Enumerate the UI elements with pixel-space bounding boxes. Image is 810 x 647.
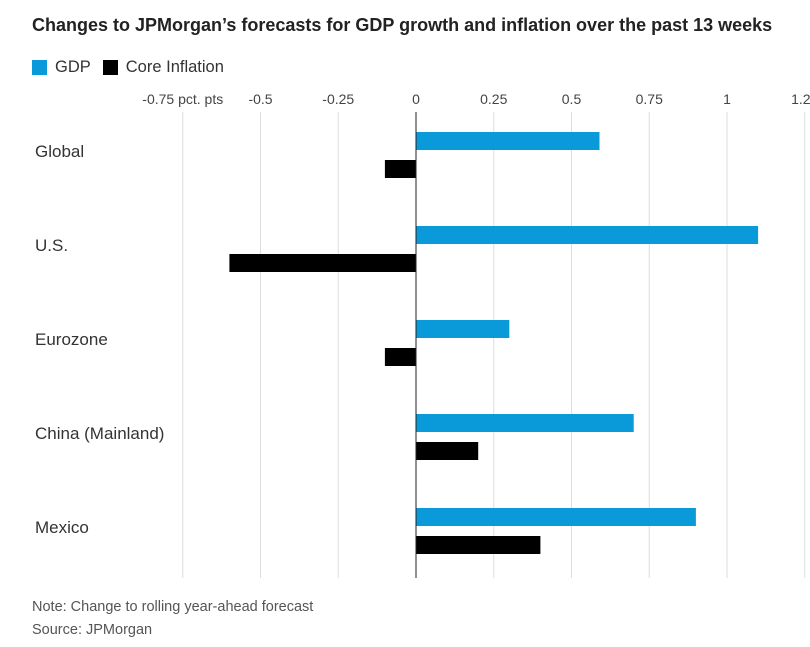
bar-gdp [416, 132, 600, 150]
bar-gdp [416, 320, 510, 338]
category-label: Eurozone [35, 330, 108, 349]
bar-gdp [416, 226, 759, 244]
x-tick-label: -0.5 [248, 91, 272, 107]
legend: GDP Core Inflation [32, 58, 236, 77]
x-tick-label: 0 [412, 91, 420, 107]
bar-core-inflation [384, 348, 416, 366]
legend-item-gdp: GDP [32, 58, 91, 77]
bar-gdp [416, 508, 696, 526]
x-tick-label: 0.5 [562, 91, 582, 107]
x-tick-label: -0.75 pct. pts [142, 91, 223, 107]
x-tick-label: 0.75 [636, 91, 663, 107]
legend-swatch-core-inflation [102, 60, 118, 75]
category-label: U.S. [35, 236, 68, 255]
chart-note: Note: Change to rolling year-ahead forec… [32, 599, 314, 615]
x-tick-label: -0.25 [322, 91, 354, 107]
legend-item-core-inflation: Core Inflation [102, 58, 224, 77]
category-label: Global [35, 142, 84, 161]
bar-core-inflation [416, 442, 479, 460]
legend-label-gdp: GDP [55, 58, 91, 76]
bar-core-inflation [384, 160, 416, 178]
chart-title: Changes to JPMorgan’s forecasts for GDP … [32, 15, 773, 35]
chart-source: Source: JPMorgan [32, 622, 153, 638]
bar-core-inflation [416, 536, 541, 554]
category-label: China (Mainland) [35, 424, 164, 443]
legend-swatch-gdp [32, 60, 47, 75]
bar-gdp [416, 414, 634, 432]
x-tick-label: 1 [723, 91, 731, 107]
x-tick-label: 0.25 [480, 91, 507, 107]
x-tick-label: 1.25 [791, 91, 810, 107]
bar-core-inflation [229, 254, 416, 272]
legend-label-core-inflation: Core Inflation [125, 58, 224, 76]
category-label: Mexico [35, 518, 89, 537]
